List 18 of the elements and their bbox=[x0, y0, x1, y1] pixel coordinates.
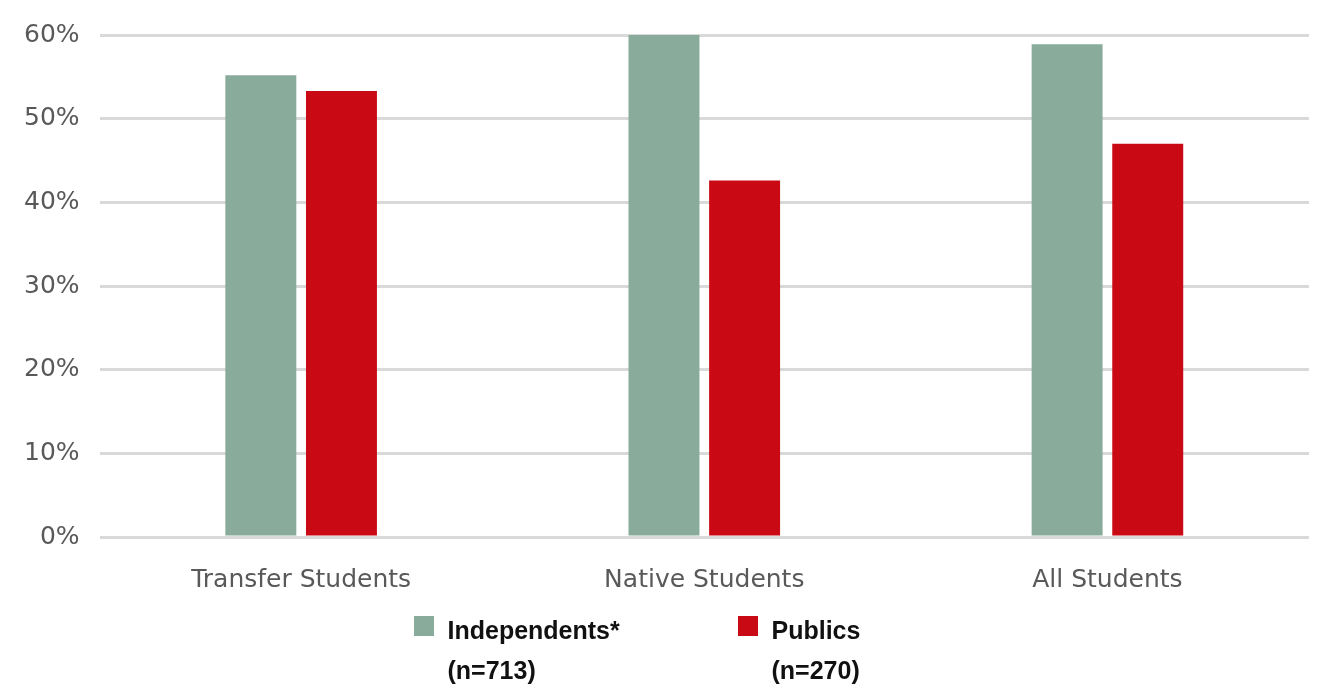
x-tick-label: Native Students bbox=[604, 563, 805, 593]
y-tick-label: 20% bbox=[23, 353, 80, 383]
y-tick-label: 0% bbox=[39, 520, 80, 550]
y-tick-label: 50% bbox=[23, 102, 80, 132]
y-tick-label: 40% bbox=[23, 185, 80, 215]
x-tick-label: All Students bbox=[1032, 563, 1183, 593]
bar bbox=[709, 180, 781, 536]
x-tick-label: Transfer Students bbox=[190, 563, 412, 593]
y-tick-label: 10% bbox=[23, 436, 80, 466]
legend-label: Independents* (n=713) bbox=[447, 615, 620, 686]
bar bbox=[225, 75, 297, 536]
bar bbox=[628, 35, 700, 536]
legend-label: Publics (n=270) bbox=[771, 615, 862, 686]
y-tick-label: 60% bbox=[23, 18, 80, 48]
y-tick-label: 30% bbox=[23, 269, 80, 299]
bar bbox=[1031, 44, 1103, 536]
bar bbox=[305, 91, 377, 536]
bar bbox=[1112, 143, 1184, 536]
